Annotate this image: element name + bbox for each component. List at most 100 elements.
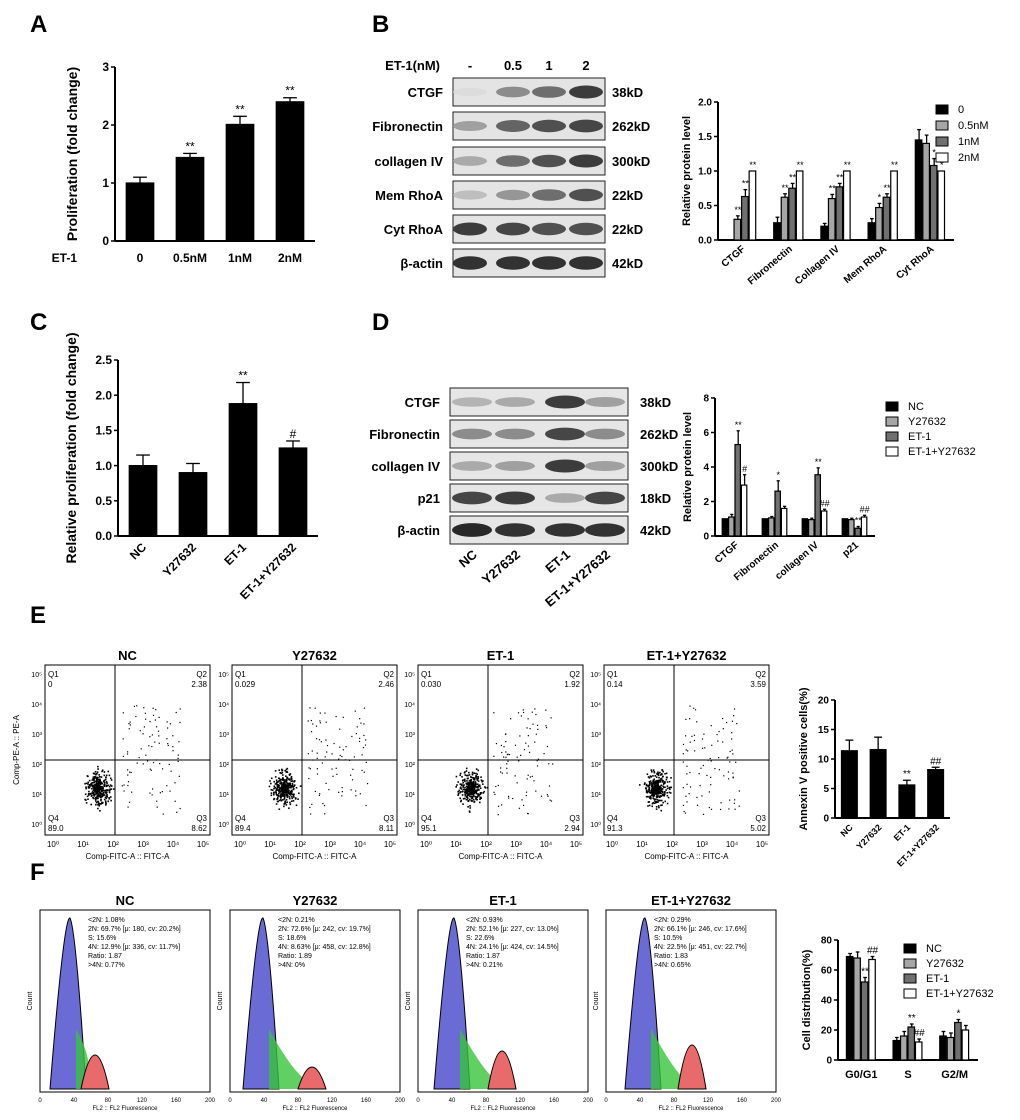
event-dot xyxy=(531,775,533,778)
event-dot xyxy=(548,763,550,765)
event-dot xyxy=(470,790,473,793)
y-axis-label: Comp-PE-A :: PE-A xyxy=(12,714,21,784)
event-dot xyxy=(102,789,105,792)
event-dot xyxy=(476,773,479,776)
event-dot xyxy=(282,799,284,801)
panel-letter-D: D xyxy=(372,309,389,336)
event-dot xyxy=(535,733,537,735)
event-dot xyxy=(94,773,96,775)
event-dot xyxy=(477,794,479,796)
event-dot xyxy=(276,783,278,786)
event-dot xyxy=(101,782,104,785)
band-size: 262kD xyxy=(640,427,678,442)
y-tick-label: 8 xyxy=(703,394,709,405)
event-dot xyxy=(655,806,658,808)
event-dot xyxy=(155,726,158,728)
event-dot xyxy=(96,786,98,788)
event-dot xyxy=(650,792,653,794)
event-dot xyxy=(84,793,87,796)
event-dot xyxy=(365,739,367,741)
event-dot xyxy=(86,795,89,798)
event-dot xyxy=(645,783,648,786)
event-dot xyxy=(655,783,658,785)
event-dot xyxy=(366,783,369,785)
quadrant-value: 5.02 xyxy=(750,824,766,833)
event-dot xyxy=(482,792,485,794)
event-dot xyxy=(537,728,539,730)
event-dot xyxy=(646,791,649,794)
y-tick-label: 10¹ xyxy=(591,792,602,799)
event-dot xyxy=(653,802,656,805)
panel-letter-E: E xyxy=(30,602,46,629)
event-dot xyxy=(105,774,108,777)
event-dot xyxy=(649,775,652,777)
event-dot xyxy=(284,788,286,791)
event-dot xyxy=(475,792,478,795)
event-dot xyxy=(283,789,285,792)
event-dot xyxy=(123,790,125,792)
quadrant-name: Q2 xyxy=(196,670,207,679)
event-dot xyxy=(738,805,740,807)
event-dot xyxy=(174,800,176,802)
event-dot xyxy=(474,783,477,785)
category-label: G0/G1 xyxy=(845,1069,877,1081)
s-phase xyxy=(651,1029,682,1089)
event-dot xyxy=(722,717,724,720)
event-dot xyxy=(734,808,736,810)
event-dot xyxy=(656,790,658,793)
event-dot xyxy=(655,800,657,803)
y-tick-label: 10⁵ xyxy=(31,672,42,679)
event-dot xyxy=(658,796,661,799)
event-dot xyxy=(701,747,704,749)
y-tick-label: 10³ xyxy=(405,732,416,739)
event-dot xyxy=(466,774,468,777)
event-dot xyxy=(525,794,527,797)
band-name: β-actin xyxy=(397,523,440,538)
event-dot xyxy=(662,779,664,782)
event-dot xyxy=(324,712,326,714)
quadrant-name: Q3 xyxy=(383,814,394,823)
event-dot xyxy=(729,799,731,801)
event-dot xyxy=(289,794,292,796)
event-dot xyxy=(526,812,529,815)
event-dot xyxy=(281,785,284,788)
event-dot xyxy=(660,790,663,793)
event-dot xyxy=(464,791,467,794)
event-dot xyxy=(696,796,698,799)
event-dot xyxy=(350,774,352,776)
event-dot xyxy=(466,780,468,782)
event-dot xyxy=(532,723,534,725)
event-dot xyxy=(279,793,282,795)
event-dot xyxy=(278,808,281,811)
x-tick-label: 10⁰ xyxy=(420,840,432,849)
event-dot xyxy=(359,737,361,739)
event-dot xyxy=(308,767,310,769)
event-dot xyxy=(91,792,94,795)
event-dot xyxy=(549,799,551,801)
event-dot xyxy=(281,788,283,790)
x-tick-label: 0 xyxy=(604,1098,608,1104)
y-tick-label: 10³ xyxy=(591,732,602,739)
event-dot xyxy=(98,774,100,776)
event-dot xyxy=(291,780,294,782)
event-dot xyxy=(466,797,469,799)
event-dot xyxy=(96,771,99,774)
event-dot xyxy=(473,778,475,781)
y-tick-label: 0 xyxy=(823,814,829,825)
category-label: 0.5nM xyxy=(173,251,207,265)
blot-band xyxy=(545,395,585,409)
event-dot xyxy=(178,741,180,743)
event-dot xyxy=(106,785,109,787)
event-dot xyxy=(663,792,666,794)
band-name: CTGF xyxy=(408,85,443,100)
bar xyxy=(228,403,258,537)
y-tick-label: 2.0 xyxy=(698,98,712,109)
event-dot xyxy=(665,789,667,791)
event-dot xyxy=(308,777,310,780)
event-dot xyxy=(685,749,687,751)
legend-label: ET-1 xyxy=(926,973,949,985)
event-dot xyxy=(162,813,164,815)
event-dot xyxy=(654,789,656,792)
event-dot xyxy=(320,741,322,743)
event-dot xyxy=(158,716,160,719)
